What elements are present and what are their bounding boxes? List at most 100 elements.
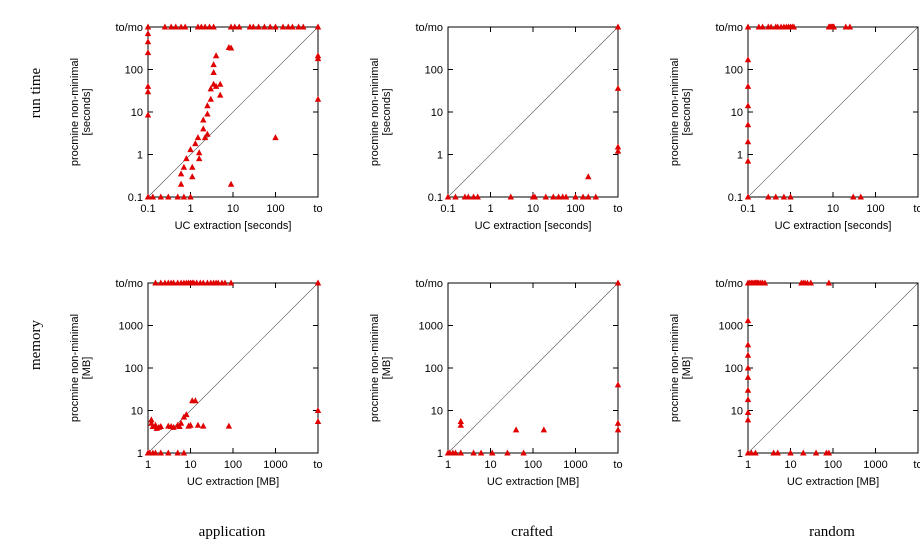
data-point bbox=[744, 317, 752, 324]
data-point bbox=[180, 449, 188, 456]
data-point bbox=[765, 193, 772, 200]
data-point bbox=[314, 23, 322, 30]
data-point bbox=[787, 193, 794, 200]
data-point bbox=[748, 449, 755, 456]
x-axis-label: UC extraction [MB] bbox=[787, 476, 879, 488]
column-label-random: random bbox=[809, 524, 855, 540]
data-point bbox=[227, 279, 235, 286]
data-point bbox=[744, 351, 752, 358]
data-point bbox=[846, 23, 854, 30]
data-point bbox=[200, 116, 207, 123]
data-point bbox=[614, 23, 622, 30]
y-tick-label: to/mo bbox=[415, 22, 443, 34]
data-point bbox=[189, 173, 196, 180]
data-point bbox=[144, 82, 152, 89]
data-point bbox=[452, 193, 459, 200]
data-point bbox=[542, 193, 549, 200]
data-point bbox=[761, 279, 769, 286]
data-point bbox=[144, 193, 152, 200]
data-point bbox=[300, 23, 307, 30]
data-point bbox=[148, 416, 155, 423]
data-point bbox=[614, 381, 622, 388]
data-point bbox=[457, 449, 464, 456]
data-point bbox=[562, 193, 570, 200]
data-point bbox=[550, 193, 557, 200]
y-tick-label: 1 bbox=[437, 150, 443, 162]
data-point bbox=[227, 180, 235, 187]
y-tick-label: 100 bbox=[725, 65, 743, 77]
data-point bbox=[266, 23, 274, 30]
data-point bbox=[744, 138, 752, 145]
y-tick-label: 10 bbox=[131, 406, 143, 418]
data-point bbox=[452, 449, 459, 456]
data-point bbox=[157, 193, 164, 200]
y-axis-label: procmine non-minimal[MB] bbox=[369, 314, 393, 422]
x-tick-label: 0.1 bbox=[740, 203, 755, 215]
data-point bbox=[189, 163, 196, 170]
data-point bbox=[177, 419, 185, 426]
y-tick-label: 1000 bbox=[119, 321, 143, 333]
data-point bbox=[825, 279, 833, 286]
data-point bbox=[744, 157, 752, 164]
data-point bbox=[192, 397, 199, 404]
y-tick-label: 10 bbox=[731, 406, 743, 418]
x-tick-label: 10 bbox=[784, 459, 796, 471]
y-axis-label: procmine non-minimal[MB] bbox=[669, 314, 693, 422]
panel-run-time-random: 0.1 1 10 100 to 0.1 1 10 100 to/mo UC extraction [… bbox=[669, 22, 920, 232]
data-point bbox=[170, 423, 177, 430]
data-point bbox=[207, 85, 214, 92]
y-axis-label: procmine non-minimal[seconds] bbox=[369, 58, 393, 166]
x-axis-label: UC extraction [seconds] bbox=[475, 220, 592, 232]
data-point bbox=[774, 449, 781, 456]
y-tick-label: 1 bbox=[737, 448, 743, 460]
data-point bbox=[204, 102, 211, 109]
data-point bbox=[540, 426, 548, 433]
data-point bbox=[744, 121, 752, 128]
panel-run-time-application: 0.1 1 10 100 to 0.1 1 10 100 to/mo UC extraction [… bbox=[69, 22, 323, 232]
y-axis-label-line: [MB] bbox=[381, 357, 393, 380]
y-tick-label: to/mo bbox=[715, 278, 743, 290]
y-tick-label: to/mo bbox=[415, 278, 443, 290]
x-tick-label: 10 bbox=[484, 459, 496, 471]
x-tick-label: to bbox=[313, 459, 322, 471]
data-point bbox=[279, 23, 287, 30]
y-axis-label-line: [seconds] bbox=[381, 88, 393, 135]
data-point bbox=[842, 23, 849, 30]
x-tick-label: 100 bbox=[824, 459, 842, 471]
data-point bbox=[272, 23, 279, 30]
row-label-run-time: run time bbox=[28, 67, 44, 118]
y-axis-label-line: procmine non-minimal bbox=[69, 314, 81, 422]
x-axis-label: UC extraction [seconds] bbox=[775, 220, 892, 232]
data-point bbox=[857, 193, 864, 200]
x-tick-label: 10 bbox=[227, 203, 239, 215]
diagonal-line bbox=[447, 282, 619, 454]
data-point bbox=[210, 61, 217, 68]
data-point bbox=[752, 449, 759, 456]
data-point bbox=[812, 449, 820, 456]
y-tick-label: to/mo bbox=[115, 278, 143, 290]
data-point bbox=[457, 421, 464, 428]
x-tick-label: to bbox=[913, 459, 920, 471]
data-point bbox=[314, 95, 322, 102]
y-axis-label: procmine non-minimal[seconds] bbox=[69, 58, 93, 166]
y-tick-label: 100 bbox=[125, 363, 143, 375]
x-tick-label: 1000 bbox=[563, 459, 587, 471]
y-tick-label: 100 bbox=[125, 65, 143, 77]
data-point bbox=[212, 52, 220, 59]
data-point bbox=[225, 422, 233, 429]
data-point bbox=[180, 193, 188, 200]
y-axis-label-line: procmine non-minimal bbox=[669, 58, 681, 166]
data-point bbox=[167, 23, 175, 30]
y-axis-label-line: procmine non-minimal bbox=[369, 314, 381, 422]
data-point bbox=[579, 193, 587, 200]
data-point bbox=[227, 44, 235, 51]
data-point bbox=[212, 82, 220, 89]
x-tick-label: 100 bbox=[566, 203, 584, 215]
y-tick-label: 100 bbox=[725, 363, 743, 375]
x-tick-label: 1 bbox=[187, 203, 193, 215]
data-point bbox=[572, 193, 579, 200]
x-axis-label: UC extraction [MB] bbox=[487, 476, 579, 488]
data-point bbox=[187, 193, 194, 200]
data-point bbox=[170, 279, 177, 286]
data-point bbox=[744, 56, 752, 63]
